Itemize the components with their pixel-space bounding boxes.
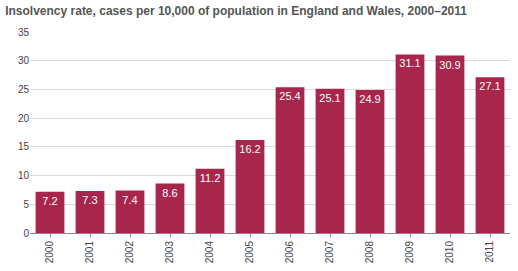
svg-text:10: 10: [18, 170, 30, 181]
svg-text:2011: 2011: [484, 241, 495, 263]
svg-text:25: 25: [18, 84, 30, 95]
svg-text:31.1: 31.1: [399, 57, 420, 69]
svg-text:8.6: 8.6: [162, 187, 177, 199]
svg-text:35: 35: [18, 27, 30, 38]
svg-text:2000: 2000: [44, 241, 55, 264]
svg-text:24.9: 24.9: [359, 93, 380, 105]
svg-text:30: 30: [18, 55, 30, 66]
svg-text:25.4: 25.4: [279, 90, 300, 102]
svg-text:5: 5: [23, 199, 29, 210]
svg-text:2001: 2001: [84, 241, 95, 264]
svg-text:20: 20: [18, 113, 30, 124]
svg-text:2002: 2002: [124, 241, 135, 264]
svg-text:16.2: 16.2: [239, 143, 260, 155]
svg-text:2009: 2009: [404, 241, 415, 264]
svg-text:2008: 2008: [364, 241, 375, 264]
svg-text:15: 15: [18, 141, 30, 152]
svg-text:Insolvency rate, cases per 10,: Insolvency rate, cases per 10,000 of pop…: [5, 4, 467, 18]
svg-text:2010: 2010: [444, 241, 455, 264]
svg-text:30.9: 30.9: [439, 59, 460, 71]
svg-text:2007: 2007: [324, 241, 335, 264]
svg-text:2004: 2004: [204, 241, 215, 264]
svg-text:25.1: 25.1: [319, 92, 340, 104]
svg-text:7.3: 7.3: [82, 194, 97, 206]
svg-text:7.4: 7.4: [122, 194, 137, 206]
svg-text:7.2: 7.2: [42, 195, 57, 207]
svg-text:0: 0: [23, 228, 29, 239]
svg-text:2003: 2003: [164, 241, 175, 264]
svg-text:11.2: 11.2: [200, 172, 221, 184]
svg-text:27.1: 27.1: [479, 80, 500, 92]
svg-text:2006: 2006: [284, 241, 295, 264]
svg-text:2005: 2005: [244, 241, 255, 264]
